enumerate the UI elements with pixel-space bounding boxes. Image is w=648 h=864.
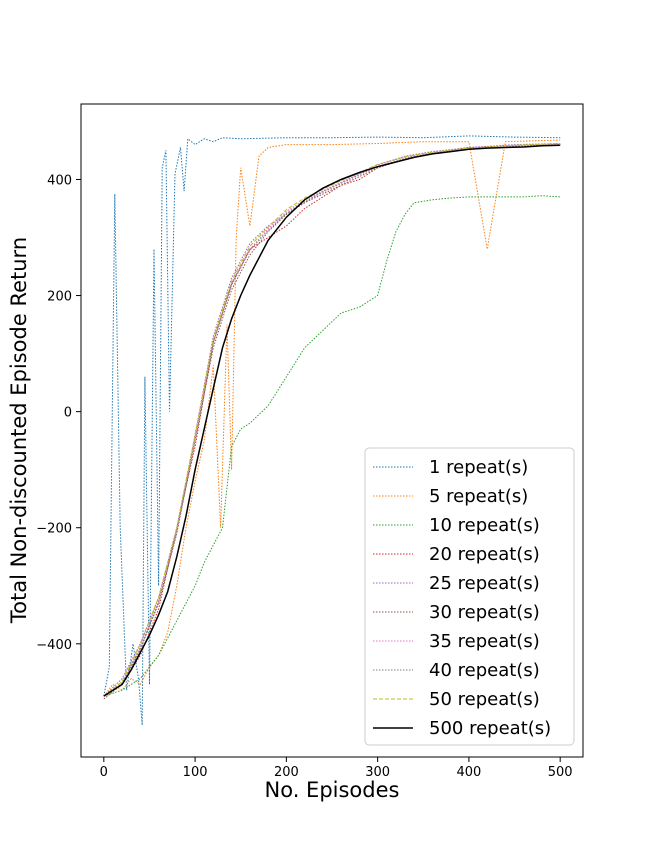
x-tick-label: 500 bbox=[548, 765, 573, 780]
legend-frame bbox=[364, 447, 575, 746]
y-tick-label: 200 bbox=[47, 290, 72, 305]
legend-label-7: 40 repeat(s) bbox=[429, 660, 540, 681]
legend-label-2: 10 repeat(s) bbox=[429, 515, 540, 536]
x-tick-label: 200 bbox=[274, 765, 299, 780]
legend-label-1: 5 repeat(s) bbox=[429, 486, 528, 507]
legend-label-8: 50 repeat(s) bbox=[429, 689, 540, 710]
series-layer bbox=[103, 135, 561, 726]
legend-label-4: 25 repeat(s) bbox=[429, 573, 540, 594]
y-tick-label: 400 bbox=[47, 173, 72, 188]
x-tick-label: 300 bbox=[365, 765, 390, 780]
ticks-layer: 0 100 200 300 400 500 −400 −200 0 200 400 bbox=[36, 173, 572, 780]
legend-label-9: 500 repeat(s) bbox=[429, 718, 551, 739]
y-tick-label: −400 bbox=[36, 638, 72, 653]
y-tick-label: 0 bbox=[64, 406, 72, 421]
series-line-0 bbox=[103, 135, 561, 726]
series-line-9 bbox=[103, 144, 561, 697]
x-tick-label: 100 bbox=[183, 765, 208, 780]
series-line-8 bbox=[103, 143, 561, 697]
legend-label-5: 30 repeat(s) bbox=[429, 602, 540, 623]
legend-label-3: 20 repeat(s) bbox=[429, 544, 540, 565]
x-tick-label: 400 bbox=[456, 765, 481, 780]
series-line-1 bbox=[103, 139, 561, 697]
series-line-2 bbox=[103, 195, 561, 697]
series-line-6 bbox=[103, 143, 561, 697]
legend-label-6: 35 repeat(s) bbox=[429, 631, 540, 652]
legend: 1 repeat(s) 5 repeat(s) 10 repeat(s) 20 rep… bbox=[364, 447, 575, 746]
x-tick-label: 0 bbox=[100, 765, 108, 780]
legend-label-0: 1 repeat(s) bbox=[429, 457, 528, 478]
y-tick-label: −200 bbox=[36, 522, 72, 537]
y-axis-title: Total Non-discounted Episode Return bbox=[7, 237, 31, 624]
x-axis-title: No. Episodes bbox=[265, 778, 400, 802]
